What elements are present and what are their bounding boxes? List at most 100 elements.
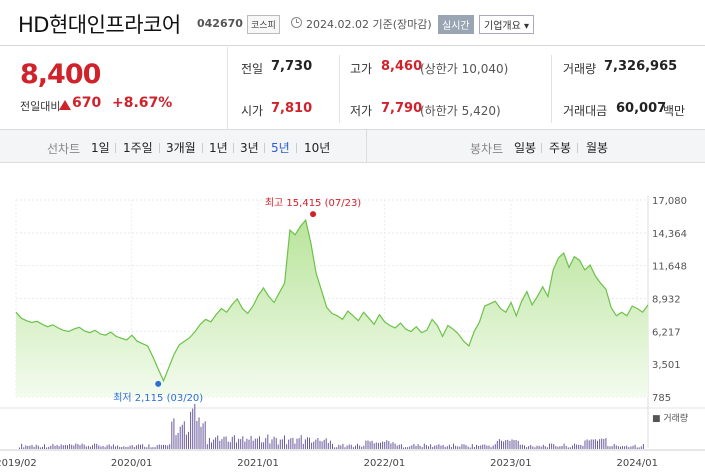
volume-bar xyxy=(471,444,473,449)
range-tab-1d[interactable]: 1일 xyxy=(91,141,110,155)
volume-bar xyxy=(400,444,402,449)
volume-bar xyxy=(304,439,306,449)
volume-bar xyxy=(628,447,630,449)
volume-bar xyxy=(542,444,544,449)
range-tab-5y[interactable]: 5년 xyxy=(271,141,290,155)
volume-bar xyxy=(436,445,438,449)
volume-bar xyxy=(340,445,342,449)
volume-bar xyxy=(507,439,509,449)
volume-bar xyxy=(265,438,267,449)
range-tab-1w[interactable]: 1주일 xyxy=(123,141,153,155)
volume-bar xyxy=(357,443,358,449)
volume-bar xyxy=(476,444,477,449)
volume-bar xyxy=(528,446,530,449)
base-date: 2024.02.02 기준(장마감) xyxy=(306,18,432,31)
volume-bar xyxy=(405,447,406,449)
volume-bar xyxy=(599,439,601,449)
volume-bar xyxy=(100,446,102,449)
volume-bar xyxy=(534,447,536,449)
range-section-divider xyxy=(366,130,367,163)
low-marker xyxy=(155,380,162,387)
volume-bar xyxy=(384,442,386,449)
volume-bar xyxy=(617,446,619,449)
volume-bar xyxy=(634,444,636,449)
volume-bar xyxy=(119,446,121,449)
x-tick-label: 2022/01 xyxy=(364,458,406,469)
volume-bar xyxy=(630,446,632,449)
volume-bar xyxy=(242,436,244,449)
volume-bar xyxy=(129,445,131,449)
volume-bar xyxy=(173,418,175,449)
high-marker xyxy=(310,211,317,218)
volume-bar xyxy=(37,445,39,449)
y-tick-label: 3,501 xyxy=(652,360,681,371)
volume-bar xyxy=(329,440,331,449)
volume-bar xyxy=(125,447,127,449)
volume-bar xyxy=(609,446,611,449)
volume-bar xyxy=(148,444,150,449)
volume-bar xyxy=(613,444,615,449)
volume-bar xyxy=(179,426,181,449)
volume-bar xyxy=(323,439,325,449)
volume-bar xyxy=(615,445,617,449)
volume-bar xyxy=(158,444,160,449)
volume-bar xyxy=(511,439,513,449)
volume-bar xyxy=(567,447,569,449)
volume-bar xyxy=(448,444,450,449)
volume-bar xyxy=(440,445,442,449)
volume-bar xyxy=(194,403,196,449)
range-tab-3m[interactable]: 3개월 xyxy=(166,141,196,155)
volume-bar xyxy=(620,446,621,449)
volume-bar xyxy=(463,444,465,449)
volume-bar xyxy=(559,446,561,449)
volume-bar xyxy=(603,439,605,449)
candle-tab-monthly[interactable]: 월봉 xyxy=(586,141,609,155)
volume-bar xyxy=(459,446,461,449)
volume-bar xyxy=(411,445,413,449)
range-divider xyxy=(296,143,297,153)
volume-bar xyxy=(152,447,154,449)
volume-bar xyxy=(219,440,221,449)
volume-bar xyxy=(200,426,202,449)
range-tab-10y[interactable]: 10년 xyxy=(304,141,331,155)
volume-bar xyxy=(19,447,20,449)
volume-bar xyxy=(352,447,354,449)
volume-bar xyxy=(273,436,275,449)
volume-bar xyxy=(461,444,463,449)
volume-bar xyxy=(317,438,319,449)
volume-bar xyxy=(409,446,411,449)
volume-bar xyxy=(465,445,467,449)
volume-bar xyxy=(557,446,559,449)
volume-bar xyxy=(163,444,164,449)
volume-bar xyxy=(515,440,517,449)
volume-bar xyxy=(177,432,179,449)
volume-bar xyxy=(259,436,260,449)
volume-bar xyxy=(584,440,586,449)
candle-tab-daily[interactable]: 일봉 xyxy=(514,141,537,155)
volume-bar xyxy=(450,447,452,449)
candle-tab-weekly[interactable]: 주봉 xyxy=(549,141,572,155)
company-overview-dropdown[interactable]: 기업개요 ▾ xyxy=(479,15,534,34)
volume-bar xyxy=(578,445,580,449)
volume-bar xyxy=(167,445,169,449)
range-tab-3y[interactable]: 3년 xyxy=(240,141,259,155)
stats-divider xyxy=(551,55,552,123)
y-tick-label: 785 xyxy=(652,393,671,404)
volume-bar xyxy=(640,446,642,449)
volume-bar xyxy=(277,444,279,449)
chart-range-bar: 선차트 1일 1주일 3개월 1년 3년 5년 10년 봉차트 일봉 주봉 월봉 xyxy=(0,129,705,163)
volume-bar xyxy=(494,444,496,449)
realtime-button[interactable]: 실시간 xyxy=(438,15,474,34)
volume-bar xyxy=(115,446,116,449)
volume-bar xyxy=(71,444,73,449)
volume-bar xyxy=(225,436,227,449)
volume-bar xyxy=(453,443,454,449)
volume-bar xyxy=(321,441,323,449)
range-divider xyxy=(233,143,234,153)
price-chart: 17,080 14,364 11,648 8,932 6,217 3,501 785 최고 1… xyxy=(0,164,705,473)
volume-bar xyxy=(142,444,144,449)
volume-bar xyxy=(313,441,315,449)
volume-bar xyxy=(622,446,623,449)
lower-limit: (하한가 5,420) xyxy=(420,104,501,118)
range-tab-1y[interactable]: 1년 xyxy=(209,141,228,155)
